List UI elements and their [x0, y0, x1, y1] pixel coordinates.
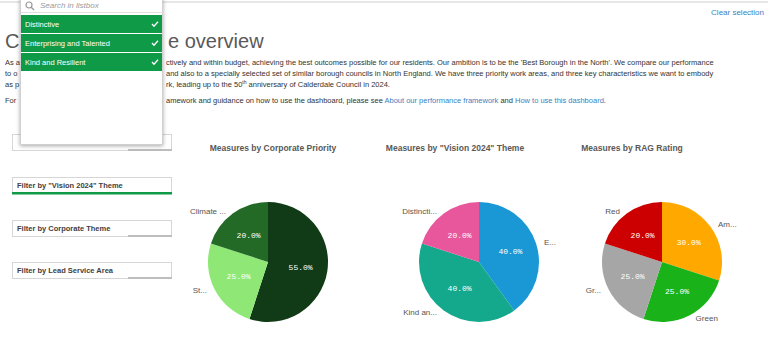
svg-text:20.0%: 20.0% [237, 231, 261, 240]
svg-text:25.0%: 25.0% [665, 287, 689, 296]
svg-text:Kind and Resilient: Kind and Resilient [25, 58, 86, 67]
svg-text:Red: Red [605, 207, 620, 216]
svg-text:C: C [5, 30, 19, 52]
svg-text:rk, leading up to the 50th ann: rk, leading up to the 50th anniversary o… [166, 79, 390, 89]
svg-text:Distincti...: Distincti... [402, 207, 437, 216]
svg-text:e overview: e overview [168, 30, 264, 52]
svg-text:to o: to o [5, 69, 18, 78]
svg-text:Filter by "Vision 2024" Theme: Filter by "Vision 2024" Theme [17, 181, 123, 190]
svg-text:25.0%: 25.0% [227, 272, 251, 281]
svg-text:20.0%: 20.0% [448, 231, 472, 240]
svg-text:and also to a specially select: and also to a specially selected set of … [166, 69, 713, 78]
svg-text:St...: St... [193, 286, 207, 295]
svg-text:ctively and within budget, ach: ctively and within budget, achieving the… [166, 58, 714, 67]
svg-text:Distinctive: Distinctive [25, 20, 59, 29]
svg-text:Am...: Am... [718, 220, 737, 229]
svg-text:40.0%: 40.0% [448, 284, 472, 293]
svg-text:Measures by RAG Rating: Measures by RAG Rating [581, 143, 683, 153]
svg-text:20.0%: 20.0% [631, 231, 655, 240]
svg-text:For: For [5, 96, 17, 105]
svg-text:25.0%: 25.0% [621, 272, 645, 281]
svg-text:as p: as p [5, 80, 19, 89]
svg-text:amework and guidance on how to: amework and guidance on how to use the d… [166, 96, 606, 105]
svg-text:Search in listbox: Search in listbox [40, 1, 100, 10]
svg-text:E...: E... [544, 238, 556, 247]
svg-text:Filter by Lead Service Area: Filter by Lead Service Area [17, 266, 114, 275]
svg-text:Kind an...: Kind an... [403, 308, 437, 317]
svg-text:Green: Green [696, 314, 718, 323]
svg-text:Filter by Corporate Theme: Filter by Corporate Theme [17, 224, 110, 233]
svg-text:40.0%: 40.0% [498, 247, 522, 256]
svg-text:30.0%: 30.0% [677, 238, 701, 247]
svg-text:Measures by Corporate Priority: Measures by Corporate Priority [210, 143, 337, 153]
svg-text:Clear selection: Clear selection [711, 8, 764, 17]
svg-text:55.0%: 55.0% [289, 263, 313, 272]
svg-text:Climate ...: Climate ... [190, 207, 226, 216]
svg-text:Measures by "Vision 2024" Them: Measures by "Vision 2024" Theme [386, 143, 525, 153]
svg-text:As a: As a [5, 58, 21, 67]
svg-text:Enterprising and Talented: Enterprising and Talented [25, 39, 110, 48]
svg-text:Gr...: Gr... [586, 286, 601, 295]
